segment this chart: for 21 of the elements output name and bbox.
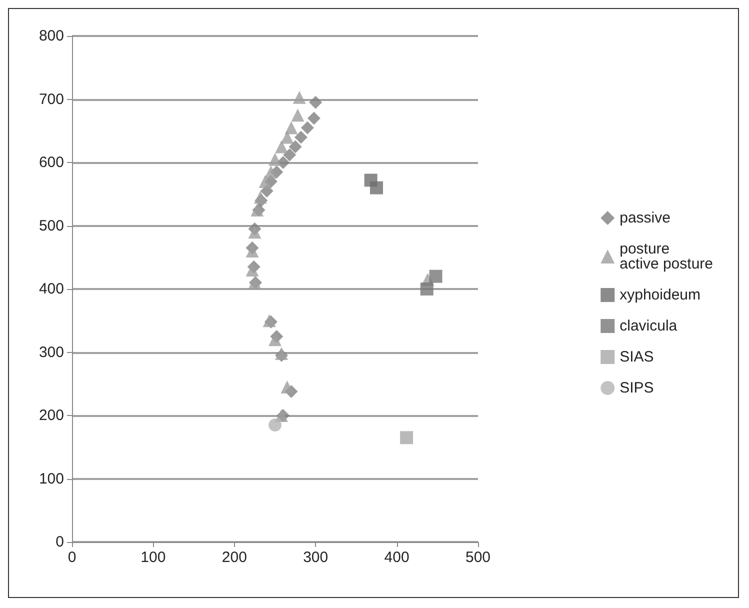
- x-tick-label: 500: [465, 549, 491, 566]
- x-tick-label: 100: [140, 549, 166, 566]
- x-tick-label: 300: [303, 549, 328, 566]
- y-tick-label: 600: [38, 154, 64, 171]
- y-tick-label: 200: [38, 407, 64, 424]
- legend-label: SIAS: [620, 348, 654, 366]
- legend-label: clavicula: [620, 318, 678, 334]
- x-tick-label: 0: [68, 549, 76, 566]
- legend-label: xyphoideum: [620, 286, 701, 304]
- y-tick-label: 100: [38, 470, 64, 488]
- y-tick-label: 400: [38, 280, 64, 298]
- y-tick-label: 300: [38, 344, 64, 361]
- legend-label: posture active posture: [620, 240, 714, 272]
- y-tick-label: 700: [38, 90, 64, 108]
- x-tick-label: 400: [384, 549, 410, 566]
- y-tick-label: 0: [56, 534, 64, 550]
- x-tick-label: 200: [222, 549, 247, 566]
- legend-label: passive: [620, 210, 670, 226]
- y-tick-label: 800: [38, 28, 64, 44]
- y-tick-label: 500: [38, 217, 64, 234]
- legend-label: SIPS: [620, 380, 654, 396]
